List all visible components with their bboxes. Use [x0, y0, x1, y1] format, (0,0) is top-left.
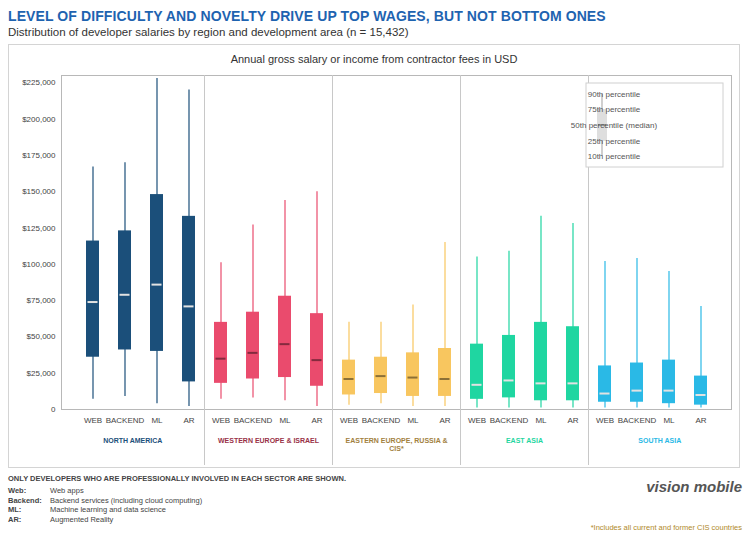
- svg-text:WEB: WEB: [84, 416, 102, 425]
- svg-text:$125,000: $125,000: [22, 224, 56, 233]
- svg-text:SOUTH ASIA: SOUTH ASIA: [638, 437, 681, 444]
- svg-text:BACKEND: BACKEND: [234, 416, 273, 425]
- svg-text:AR: AR: [567, 416, 578, 425]
- html-text:Backend:: Backend:: [8, 495, 42, 505]
- svg-text:ML: ML: [663, 416, 675, 425]
- svg-text:$100,000: $100,000: [22, 260, 56, 269]
- html-text:ONLY DEVELOPERS WHO ARE PROFES: ONLY DEVELOPERS WHO ARE PROFESSIONALLY I…: [8, 474, 346, 483]
- svg-text:$50,000: $50,000: [27, 332, 56, 341]
- svg-text:AR: AR: [183, 416, 194, 425]
- svg-text:WEB: WEB: [340, 416, 358, 425]
- html-text:vision mobile: vision mobile: [646, 478, 742, 495]
- html-text:LEVEL OF DIFFICULTY AND NOVELT: LEVEL OF DIFFICULTY AND NOVELTY DRIVE UP…: [8, 8, 606, 24]
- svg-text:$75,000: $75,000: [27, 296, 56, 305]
- svg-text:75th percentile: 75th percentile: [588, 105, 641, 114]
- html-text:Distribution of developer sala: Distribution of developer salaries by re…: [8, 26, 409, 38]
- svg-text:WEB: WEB: [468, 416, 486, 425]
- svg-text:ML: ML: [279, 416, 291, 425]
- svg-text:BACKEND: BACKEND: [490, 416, 529, 425]
- svg-text:$25,000: $25,000: [27, 369, 56, 378]
- svg-text:$150,000: $150,000: [22, 187, 56, 196]
- svg-text:WEB: WEB: [212, 416, 230, 425]
- svg-text:90th percentile: 90th percentile: [588, 90, 641, 99]
- svg-text:10th percentile: 10th percentile: [588, 152, 641, 161]
- html-text:Annual gross salary or income: Annual gross salary or income from contr…: [230, 53, 518, 65]
- svg-text:50th percentile (median): 50th percentile (median): [571, 121, 658, 130]
- svg-text:EASTERN EUROPE, RUSSIA &CIS*: EASTERN EUROPE, RUSSIA &CIS*: [345, 437, 447, 452]
- svg-text:WESTERN EUROPE & ISRAEL: WESTERN EUROPE & ISRAEL: [218, 437, 320, 444]
- svg-text:ML: ML: [535, 416, 547, 425]
- html-text:Machine learning and data scie: Machine learning and data science: [50, 505, 166, 514]
- svg-text:ML: ML: [151, 416, 163, 425]
- svg-text:BACKEND: BACKEND: [106, 416, 145, 425]
- svg-text:ML: ML: [407, 416, 419, 425]
- html-text:AR:: AR:: [8, 514, 22, 524]
- html-text:ML:: ML:: [8, 505, 22, 514]
- html-text:Web:: Web:: [8, 486, 27, 495]
- svg-text:AR: AR: [695, 416, 706, 425]
- html-text:Backend services (including cl: Backend services (including cloud comput…: [50, 495, 203, 505]
- html-text:*Includes all current and form: *Includes all current and former CIS cou…: [590, 523, 742, 532]
- svg-text:BACKEND: BACKEND: [618, 416, 657, 425]
- svg-text:NORTH AMERICA: NORTH AMERICA: [103, 437, 162, 444]
- html-text:Web apps: Web apps: [50, 486, 84, 495]
- html-text:Augmented Reality: Augmented Reality: [50, 514, 114, 524]
- svg-text:AR: AR: [311, 416, 322, 425]
- svg-text:$175,000: $175,000: [22, 151, 56, 160]
- svg-text:$200,000: $200,000: [22, 115, 56, 124]
- svg-text:BACKEND: BACKEND: [362, 416, 401, 425]
- svg-text:EAST ASIA: EAST ASIA: [506, 437, 543, 444]
- svg-text:$225,000: $225,000: [22, 78, 56, 87]
- svg-text:0: 0: [51, 405, 56, 414]
- svg-text:WEB: WEB: [596, 416, 614, 425]
- svg-text:AR: AR: [439, 416, 450, 425]
- svg-text:25th percentile: 25th percentile: [588, 137, 641, 146]
